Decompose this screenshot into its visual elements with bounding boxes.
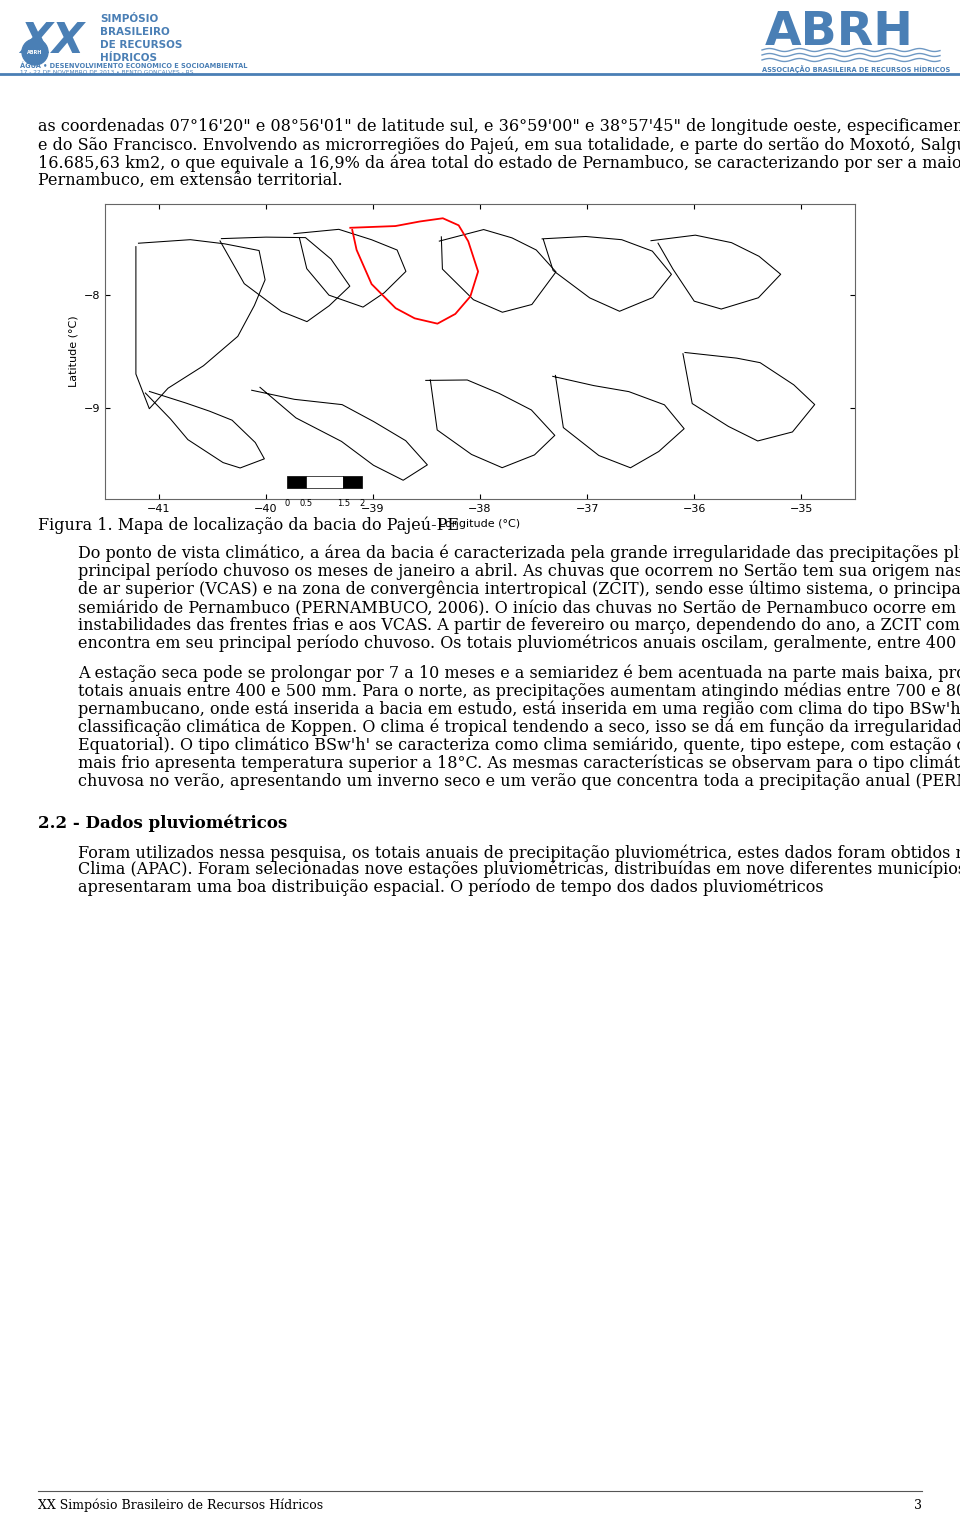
Text: ABRH: ABRH [27,50,42,55]
Text: mais frio apresenta temperatura superior a 18°C. As mesmas características se ob: mais frio apresenta temperatura superior… [78,755,960,773]
Text: 2.2 - Dados pluviométricos: 2.2 - Dados pluviométricos [38,816,287,832]
Text: 16.685,63 km2, o que equivale a 16,9% da área total do estado de Pernambuco, se : 16.685,63 km2, o que equivale a 16,9% da… [38,153,960,172]
Text: Clima (APAC). Foram selecionadas nove estações pluviométricas, distribuídas em n: Clima (APAC). Foram selecionadas nove es… [78,861,960,878]
Text: ÁGUA • DESENVOLVIMENTO ECONÔMICO E SOCIOAMBIENTAL: ÁGUA • DESENVOLVIMENTO ECONÔMICO E SOCIO… [20,62,248,68]
Text: as coordenadas 07°16'20" e 08°56'01" de latitude sul, e 36°59'00" e 38°57'45" de: as coordenadas 07°16'20" e 08°56'01" de … [38,118,960,135]
Text: BRASILEIRO: BRASILEIRO [100,27,170,36]
Y-axis label: Latitude (°C): Latitude (°C) [68,316,78,387]
Text: chuvosa no verão, apresentando um inverno seco e um verão que concentra toda a p: chuvosa no verão, apresentando um invern… [78,773,960,790]
Text: DE RECURSOS: DE RECURSOS [100,39,182,50]
Text: 3: 3 [914,1499,922,1511]
Text: de ar superior (VCAS) e na zona de convergência intertropical (ZCIT), sendo esse: de ar superior (VCAS) e na zona de conve… [78,580,960,598]
Text: Pernambuco, em extensão territorial.: Pernambuco, em extensão territorial. [38,172,343,188]
Text: ASSOCIAÇÃO BRASILEIRA DE RECURSOS HÍDRICOS: ASSOCIAÇÃO BRASILEIRA DE RECURSOS HÍDRIC… [762,65,950,73]
Text: apresentaram uma boa distribuição espacial. O período de tempo dos dados pluviom: apresentaram uma boa distribuição espaci… [78,880,824,896]
Text: 2: 2 [359,500,365,507]
Text: totais anuais entre 400 e 500 mm. Para o norte, as precipitações aumentam atingi: totais anuais entre 400 e 500 mm. Para o… [78,684,960,700]
Text: ABRH: ABRH [765,11,914,55]
Text: Figura 1. Mapa de localização da bacia do Pajeú-PE: Figura 1. Mapa de localização da bacia d… [38,516,459,535]
Text: HÍDRICOS: HÍDRICOS [100,53,157,62]
Text: Foram utilizados nessa pesquisa, os totais anuais de precipitação pluviométrica,: Foram utilizados nessa pesquisa, os tota… [78,843,960,863]
Text: 0.5: 0.5 [300,500,312,507]
Text: instabilidades das frentes frias e aos VCAS. A partir de fevereiro ou março, dep: instabilidades das frentes frias e aos V… [78,617,960,635]
X-axis label: Longitude (°C): Longitude (°C) [440,519,520,530]
Text: Do ponto de vista climático, a área da bacia é caracterizada pela grande irregul: Do ponto de vista climático, a área da b… [78,545,960,562]
Text: pernambucano, onde está inserida a bacia em estudo, está inserida em uma região : pernambucano, onde está inserida a bacia… [78,700,960,718]
Text: e do São Francisco. Envolvendo as microrregiões do Pajeú, em sua totalidade, e p: e do São Francisco. Envolvendo as micror… [38,137,960,153]
Text: XX: XX [20,20,84,62]
Text: SIMPÓSIO: SIMPÓSIO [100,14,158,24]
Text: principal período chuvoso os meses de janeiro a abril. As chuvas que ocorrem no : principal período chuvoso os meses de ja… [78,564,960,580]
Circle shape [22,39,48,65]
Text: 1.5: 1.5 [337,500,350,507]
Text: 0: 0 [284,500,290,507]
Text: semiárido de Pernambuco (PERNAMBUCO, 2006). O início das chuvas no Sertão de Per: semiárido de Pernambuco (PERNAMBUCO, 200… [78,598,960,617]
Text: A estação seca pode se prolongar por 7 a 10 meses e a semiaridez é bem acentuada: A estação seca pode se prolongar por 7 a… [78,665,960,682]
Text: XX Simpósio Brasileiro de Recursos Hídricos: XX Simpósio Brasileiro de Recursos Hídri… [38,1499,324,1513]
Text: Equatorial). O tipo climático BSw'h' se caracteriza como clima semiárido, quente: Equatorial). O tipo climático BSw'h' se … [78,737,960,755]
Text: encontra em seu principal período chuvoso. Os totais pluviométricos anuais oscil: encontra em seu principal período chuvos… [78,635,960,653]
Text: 17 - 22 DE NOVEMBRO DE 2013 • BENTO GONÇALVES - RS: 17 - 22 DE NOVEMBRO DE 2013 • BENTO GONÇ… [20,70,194,74]
Text: classificação climática de Koppen. O clima é tropical tendendo a seco, isso se d: classificação climática de Koppen. O cli… [78,718,960,737]
